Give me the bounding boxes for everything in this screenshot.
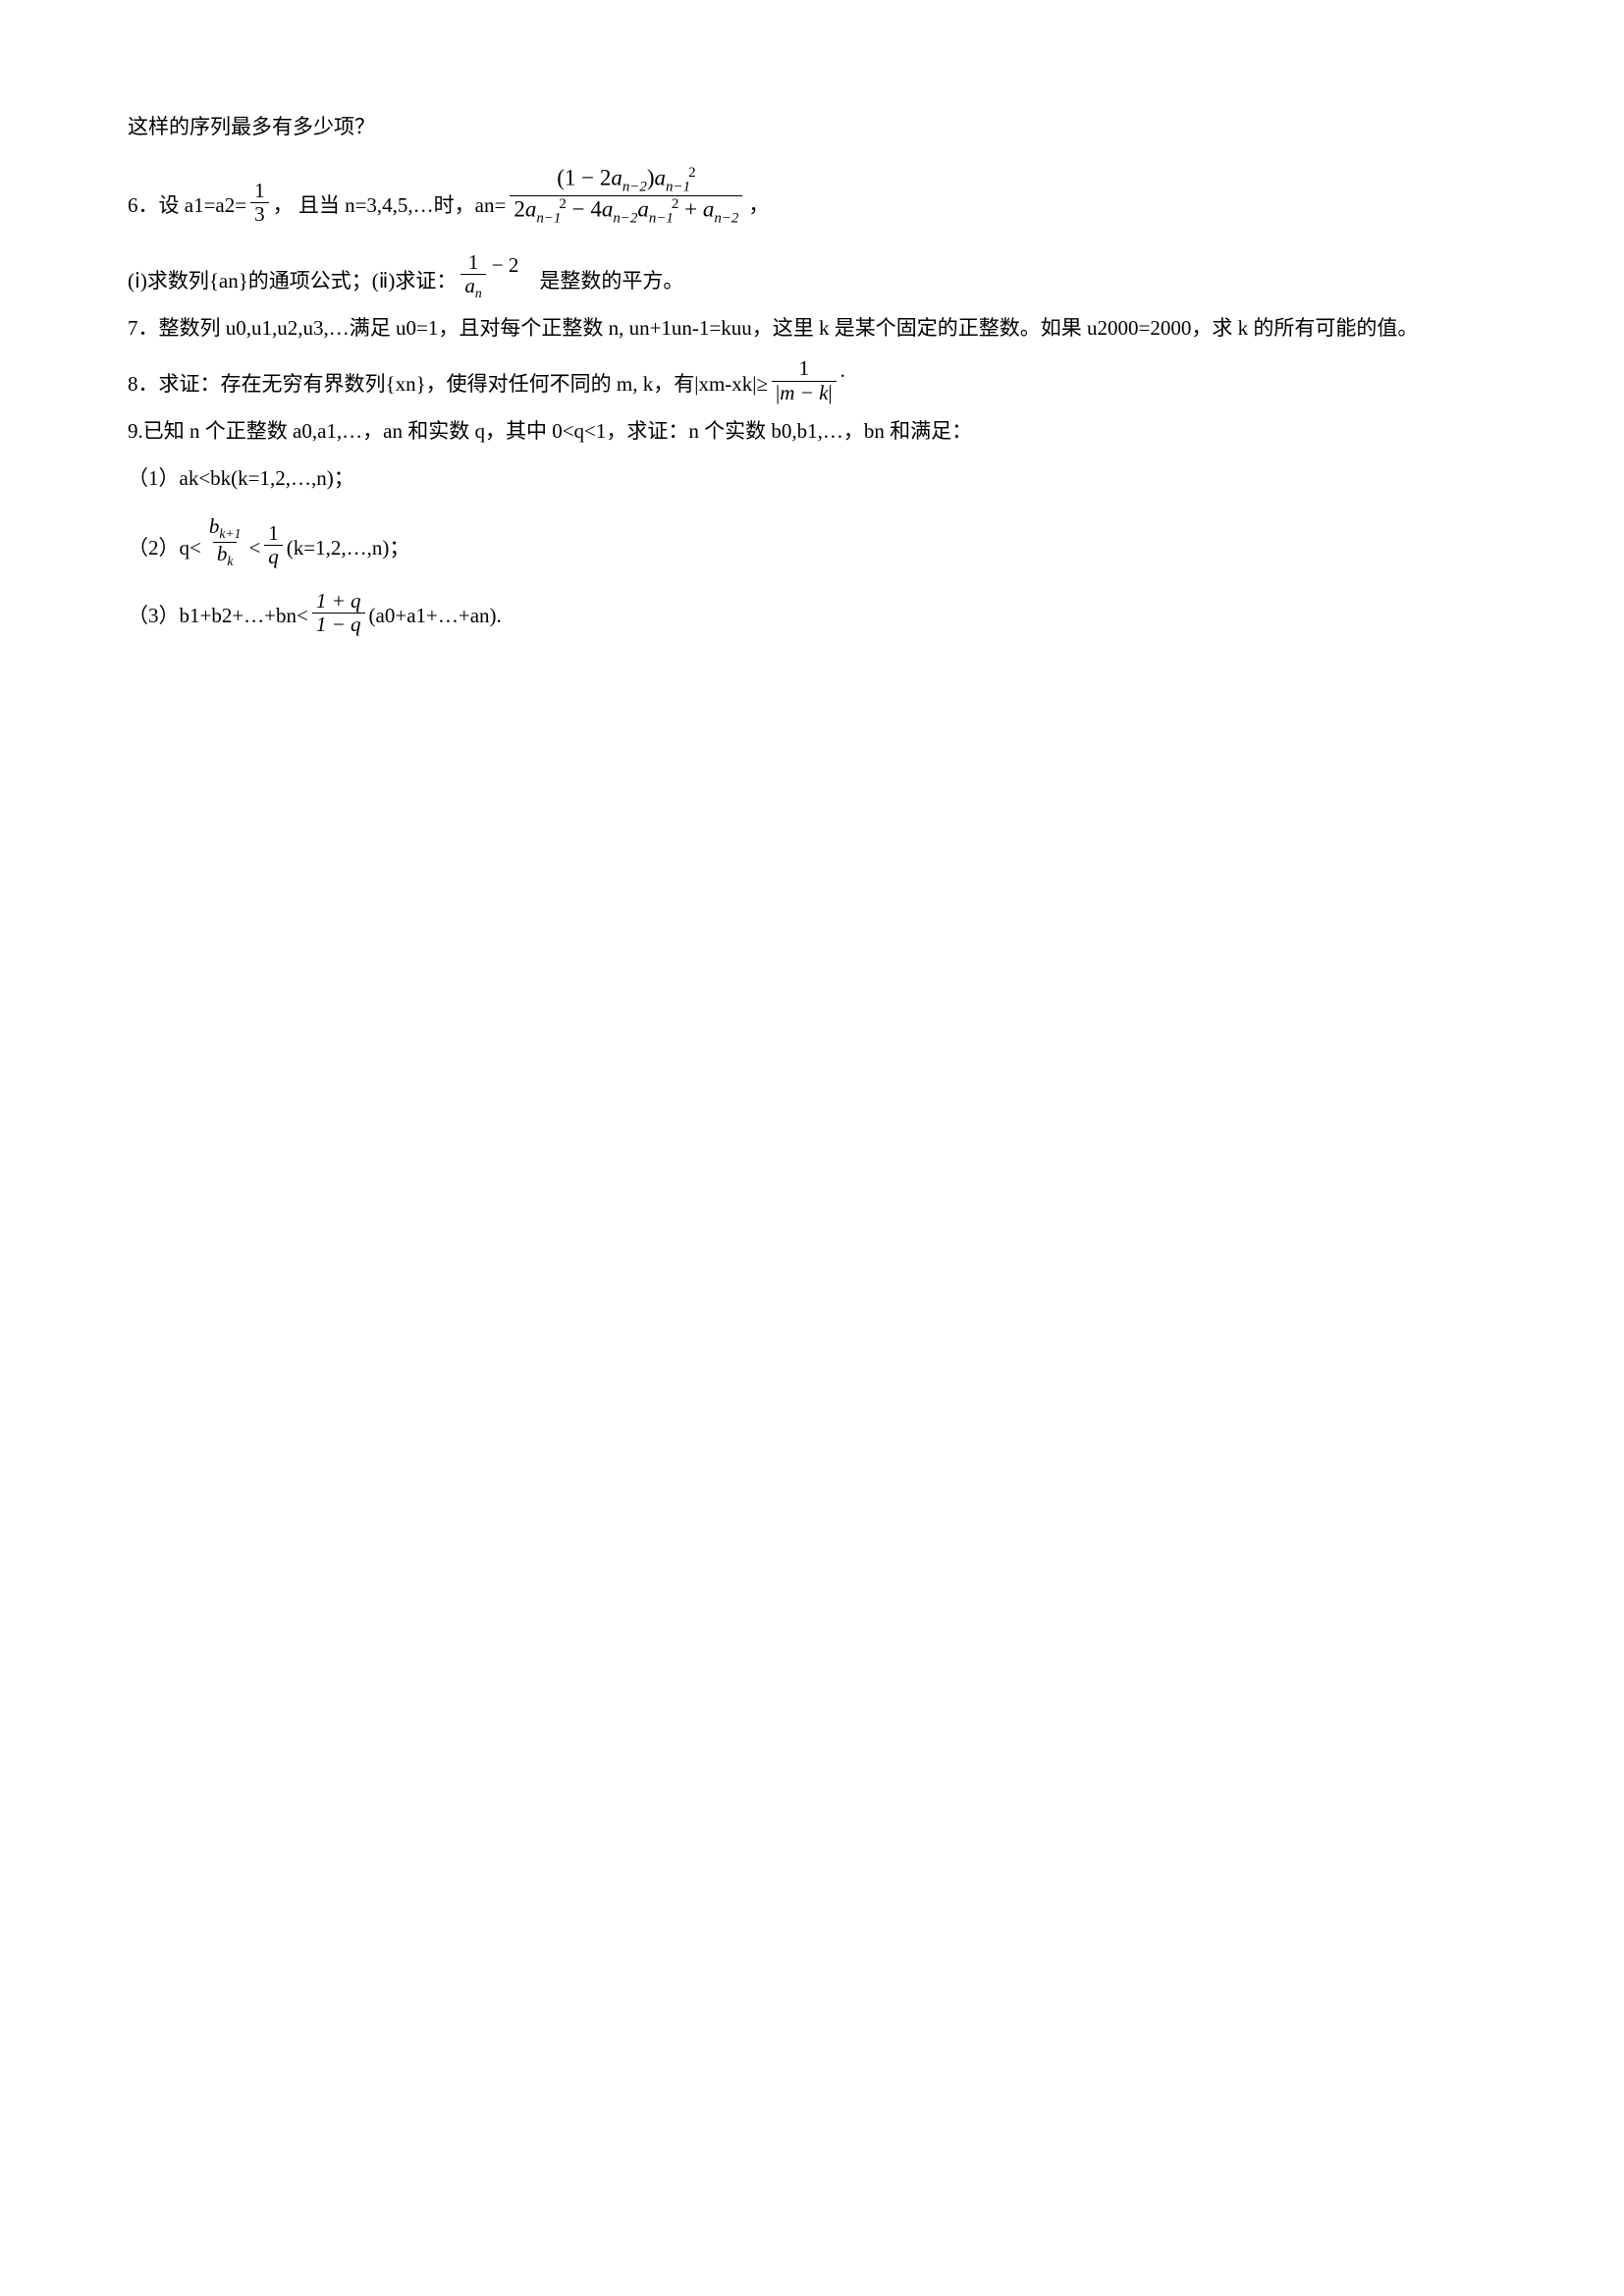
frac-den: 1 − q	[312, 613, 365, 636]
problem-8: 8．求证：存在无穷有界数列{xn}，使得对任何不同的 m, k，有|xm-xk|…	[128, 357, 1496, 403]
frac-den: 3	[250, 202, 269, 226]
fraction-recurrence: (1 − 2an−2)an−12 2an−12 − 4an−2an−12 + a…	[510, 165, 742, 226]
p9-3-a: （3）b1+b2+…+bn<	[128, 597, 308, 636]
frac-den: |m − k|	[772, 381, 837, 404]
problem-7: 7．整数列 u0,u1,u2,u3,…满足 u0=1，且对每个正整数 n, un…	[128, 309, 1496, 348]
frac-num: 1 + q	[312, 590, 365, 613]
intro-text: 这样的序列最多有多少项？	[128, 108, 1496, 147]
p6-text-1: 6．设 a1=a2=	[128, 187, 246, 226]
frac-num: 1	[250, 180, 269, 202]
p6-text-3: ，	[748, 187, 769, 226]
problem-6-line1: 6．设 a1=a2= 1 3 ， 且当 n=3,4,5,…时，an= (1 − …	[128, 165, 1496, 226]
problem-9-1: （1）ak<bk(k=1,2,…,n)；	[128, 459, 1496, 499]
frac-den: bk	[213, 542, 238, 568]
problem-6-line2: (ⅰ)求数列{an}的通项公式；(ⅱ)求证： 1 an − 2 是整数的平方。	[128, 251, 1496, 300]
fraction-bk1-bk: bk+1 bk	[205, 515, 245, 567]
problem-9-intro: 9.已知 n 个正整数 a0,a1,…，an 和实数 q，其中 0<q<1，求证…	[128, 412, 1496, 452]
frac-den: q	[264, 545, 283, 568]
p9-3-b: (a0+a1+…+an).	[369, 597, 502, 636]
fraction-1-q: 1 q	[264, 522, 283, 568]
fraction-1-mk: 1 |m − k|	[772, 357, 837, 403]
p8-text-2: .	[840, 351, 845, 391]
frac-num: 1	[264, 522, 283, 545]
p9-2-a: （2）q<	[128, 529, 201, 568]
frac-num: bk+1	[205, 515, 245, 541]
p6-text-4: (ⅰ)求数列{an}的通项公式；(ⅱ)求证：	[128, 262, 457, 301]
p6-text-2: ， 且当 n=3,4,5,…时，an=	[273, 187, 507, 226]
frac-den: an	[460, 274, 485, 300]
problem-9-3: （3）b1+b2+…+bn< 1 + q 1 − q (a0+a1+…+an).	[128, 590, 1496, 636]
fraction-1-an: 1 an	[460, 251, 485, 300]
frac-num: 1	[464, 251, 483, 274]
problem-9-2: （2）q< bk+1 bk < 1 q (k=1,2,…,n)；	[128, 515, 1496, 567]
p6-text-5: 是整数的平方。	[518, 262, 683, 301]
frac-num: 1	[795, 357, 814, 380]
frac-num: (1 − 2an−2)an−12	[553, 165, 699, 195]
fraction-1-3: 1 3	[250, 180, 269, 226]
page-content: 这样的序列最多有多少项？ 6．设 a1=a2= 1 3 ， 且当 n=3,4,5…	[0, 0, 1624, 636]
fraction-1plusq: 1 + q 1 − q	[312, 590, 365, 636]
minus-2: − 2	[492, 246, 519, 286]
p8-text-1: 8．求证：存在无穷有界数列{xn}，使得对任何不同的 m, k，有|xm-xk|…	[128, 365, 768, 404]
frac-minus-2: 1 an − 2	[457, 251, 518, 300]
p9-2-b: <	[248, 529, 260, 568]
p9-2-c: (k=1,2,…,n)；	[287, 529, 410, 568]
frac-den: 2an−12 − 4an−2an−12 + an−2	[510, 195, 742, 227]
